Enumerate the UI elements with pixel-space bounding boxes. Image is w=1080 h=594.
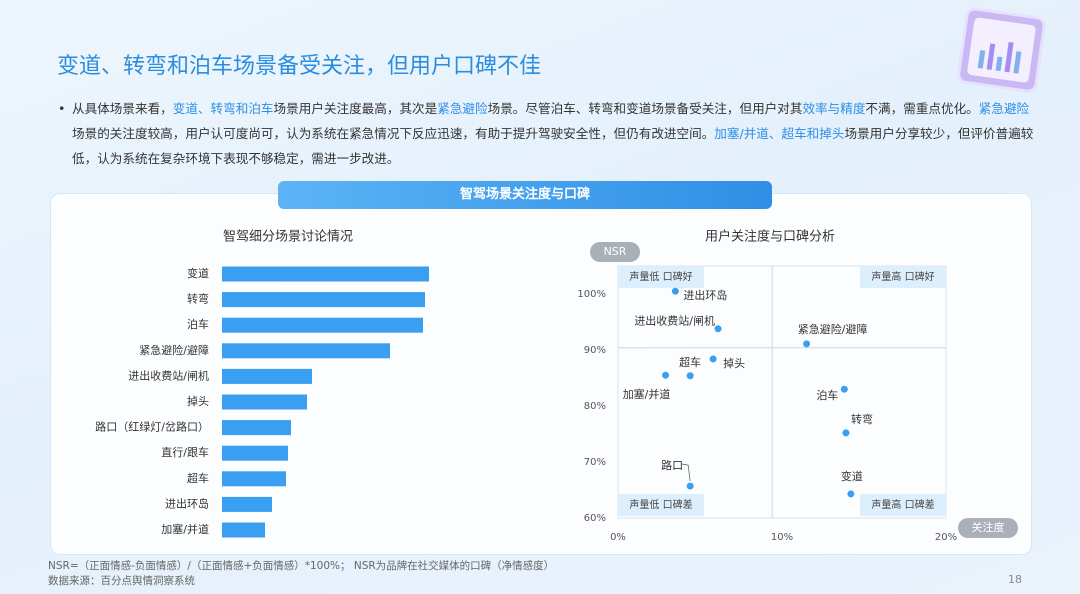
quadrant-box <box>860 494 946 516</box>
point-label: 进出环岛 <box>683 288 727 302</box>
bar <box>222 368 312 384</box>
y-tick-label: 70% <box>584 457 606 468</box>
quadrant-box <box>860 266 946 288</box>
y-tick-label: 进出环岛 <box>165 496 209 510</box>
point <box>714 325 722 333</box>
x-tick-label: 20% <box>935 532 957 543</box>
quadrant-label: 声量高 口碑差 <box>871 498 934 511</box>
y-tick-label: 加塞/并道 <box>161 522 209 536</box>
quadrant-box <box>618 494 704 516</box>
paragraph-segment: 变道、转弯和泊车 <box>172 101 274 116</box>
chart-title: 用户关注度与口碑分析 <box>705 229 835 245</box>
paragraph-segment: 从具体场景来看， <box>72 101 173 116</box>
y-tick-label: 路口（红绿灯/岔路口） <box>95 420 209 434</box>
paragraph-segment: 场景用户关注度最高，其次是 <box>273 101 438 116</box>
point-label: 超车 <box>679 355 701 369</box>
chart-title: 智驾细分场景讨论情况 <box>223 230 353 245</box>
y-tick-label: 进出收费站/闸机 <box>128 368 209 382</box>
bar <box>222 496 272 512</box>
y-tick-label: 超车 <box>187 471 209 485</box>
x-axis-label: 关注度 <box>972 520 1005 534</box>
point-label: 转弯 <box>851 412 873 426</box>
y-tick-label: 60% <box>584 513 606 524</box>
paragraph-segment: 场景。尽管泊车、转弯和变道场景备受关注，但用户对其 <box>487 101 803 116</box>
point <box>662 371 670 379</box>
point-label: 泊车 <box>816 388 838 402</box>
page-title: 变道、转弯和泊车场景备受关注，但用户口碑不佳 <box>57 54 542 79</box>
point-label: 进出收费站/闸机 <box>634 314 715 328</box>
y-tick-label: 转弯 <box>187 292 209 306</box>
paragraph-segment: 场景的关注度较高，用户认可度尚可，认为系统在紧急情况下反应迅速，有助于提升驾驶安… <box>72 126 715 141</box>
paragraph-segment: 不满，需重点优化。 <box>865 101 979 116</box>
y-tick-label: 80% <box>584 401 606 412</box>
point <box>803 340 811 348</box>
panel-title: 智驾场景关注度与口碑 <box>278 181 772 209</box>
y-tick-label: 掉头 <box>187 394 209 408</box>
y-tick-label: 直行/跟车 <box>161 445 209 459</box>
y-tick-label: 变道 <box>187 266 209 280</box>
point-label: 加塞/并道 <box>623 387 671 401</box>
bar <box>222 522 265 538</box>
paragraph-segment: 场景用户分享较少，但评价普遍较低，认为系统在复杂环境下表现不够稳定，需进一步改进… <box>72 126 1034 166</box>
bullet: • <box>58 101 66 116</box>
point-label: 变道 <box>841 469 863 483</box>
bar <box>222 420 291 436</box>
paragraph-segment: 紧急避险 <box>978 101 1030 116</box>
paragraph-segment: 效率与精度 <box>802 101 866 116</box>
footnote: 数据来源：百分点舆情洞察系统 <box>48 575 195 587</box>
y-axis-label: NSR <box>604 245 627 258</box>
point <box>847 490 855 498</box>
paragraph-segment: 紧急避险 <box>437 101 488 116</box>
bar <box>222 317 423 333</box>
point <box>842 429 850 437</box>
bar <box>222 343 390 359</box>
y-tick-label: 泊车 <box>187 317 209 331</box>
x-tick-label: 10% <box>771 532 793 543</box>
point <box>686 372 694 380</box>
x-tick-label: 0% <box>610 532 626 543</box>
paragraph: 从具体场景来看，变道、转弯和泊车场景用户关注度最高，其次是紧急避险场景。尽管泊车… <box>72 96 1040 171</box>
bar <box>222 471 286 487</box>
y-tick-label: 90% <box>584 345 606 356</box>
point <box>709 355 717 363</box>
point-label: 路口 <box>661 459 683 472</box>
quadrant-box <box>618 266 704 288</box>
point-label: 掉头 <box>723 356 745 370</box>
axis-pill <box>590 242 640 262</box>
paragraph-segment: 加塞/并道、超车和掉头 <box>714 126 845 141</box>
leader-line <box>682 463 691 482</box>
y-tick-label: 100% <box>577 289 606 300</box>
bar <box>222 445 288 461</box>
bar <box>222 266 429 282</box>
bar <box>222 292 425 308</box>
quadrant-label: 声量低 口碑好 <box>629 270 692 283</box>
y-tick-label: 紧急避险/避障 <box>139 343 209 357</box>
quadrant-label: 声量高 口碑好 <box>871 270 934 283</box>
point <box>840 385 848 393</box>
point <box>671 287 679 295</box>
point <box>686 482 694 490</box>
point-label: 紧急避险/避障 <box>798 322 868 336</box>
quadrant-label: 声量低 口碑差 <box>629 498 692 511</box>
footnote: NSR=（正面情感-负面情感）/（正面情感+负面情感）*100%； NSR为品牌… <box>48 560 555 572</box>
axis-pill <box>958 518 1018 538</box>
bar <box>222 394 307 410</box>
page-number: 18 <box>1008 573 1022 586</box>
plot-frame <box>617 265 947 519</box>
